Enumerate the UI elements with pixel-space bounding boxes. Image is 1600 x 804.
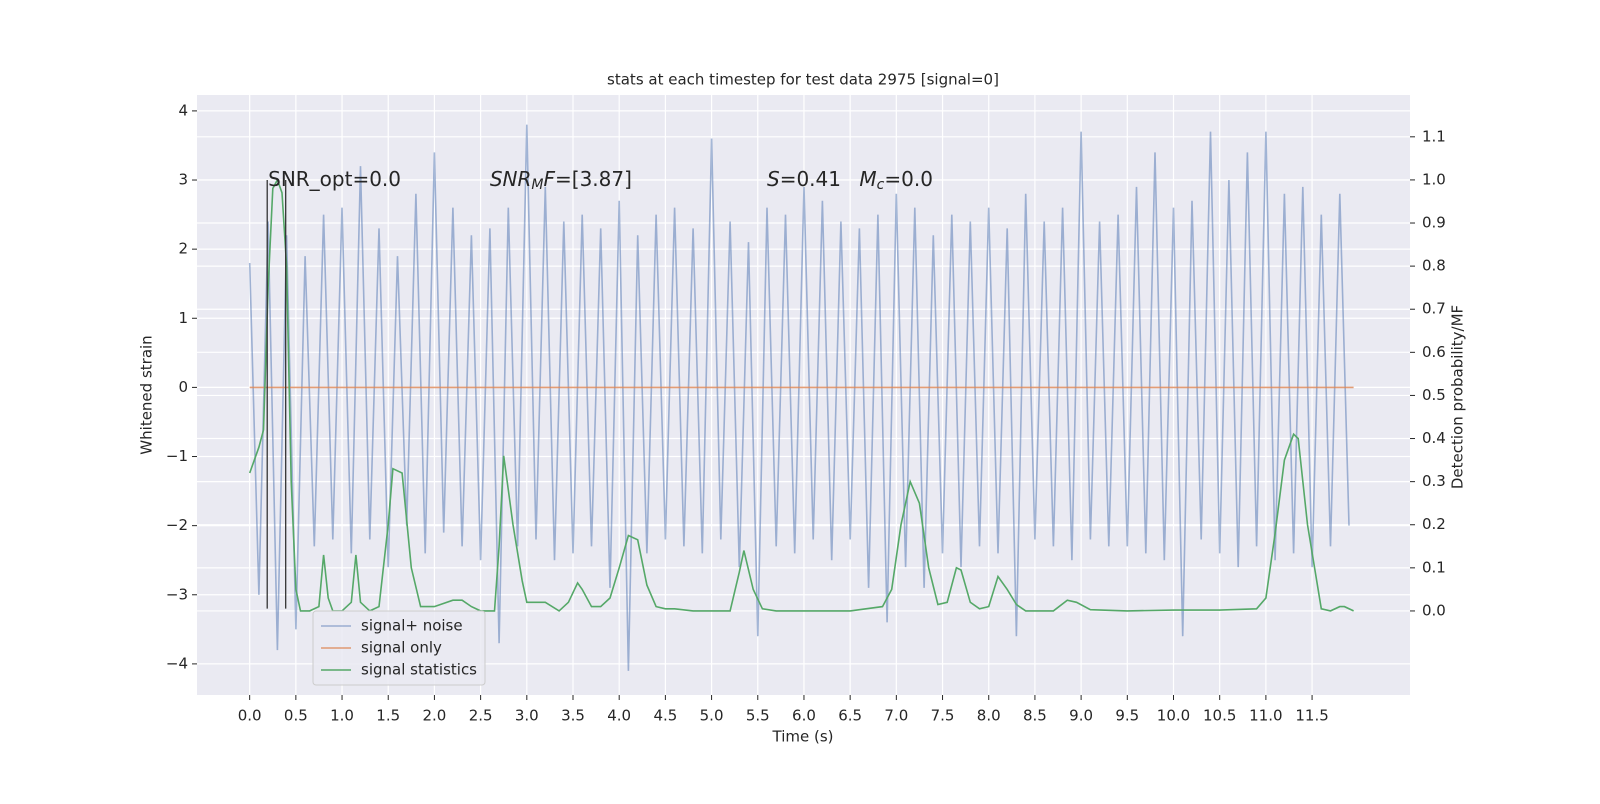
legend-label: signal+ noise	[361, 617, 463, 635]
x-tick-label: 1.0	[330, 707, 354, 725]
series-line	[248, 177, 1354, 612]
chart-title: stats at each timestep for test data 297…	[607, 71, 999, 89]
x-tick-label: 9.5	[1115, 707, 1139, 725]
y-tick-label: −4	[166, 654, 188, 672]
annotation-part: F	[544, 167, 556, 191]
x-tick-label: 3.5	[561, 707, 585, 725]
y2-axis-label: Detection probability/MF	[1449, 305, 1467, 489]
series-line	[248, 124, 1350, 671]
annotation-part: =0.0	[884, 167, 933, 191]
x-tick-label: 0.0	[238, 707, 262, 725]
y2-tick-label: 0.9	[1422, 214, 1446, 232]
legend-box	[312, 610, 486, 686]
y2-tick-label: 0.5	[1422, 386, 1446, 404]
y-tick-label: 4	[178, 101, 188, 119]
y2-tick-label: 0.2	[1422, 515, 1446, 533]
x-tick-label: 10.5	[1203, 707, 1236, 725]
annotation-part: M	[531, 177, 543, 193]
annotation: Mc=0.0	[859, 167, 933, 194]
legend-label: signal statistics	[361, 661, 477, 679]
x-tick-label: 7.5	[931, 707, 955, 725]
annotation-part: c	[877, 177, 885, 193]
annotation-part: =0.41	[780, 167, 841, 191]
y2-tick-label: 0.7	[1422, 300, 1446, 318]
annotation: SNRMF=[3.87]	[490, 167, 632, 194]
x-tick-label: 2.0	[422, 707, 446, 725]
y2-tick-label: 0.0	[1422, 601, 1446, 619]
y2-tick-label: 1.1	[1422, 127, 1446, 145]
annotation-part: SNR_opt=0.0	[268, 167, 401, 191]
annotation: S=0.41	[767, 167, 841, 191]
x-axis-label: Time (s)	[772, 728, 834, 746]
x-tick-label: 6.0	[792, 707, 816, 725]
y-tick-label: −2	[166, 516, 188, 534]
y-axis-label: Whitened strain	[138, 335, 156, 454]
x-tick-label: 4.0	[607, 707, 631, 725]
x-tick-label: 5.5	[746, 707, 770, 725]
x-tick-label: 10.0	[1157, 707, 1190, 725]
y2-tick-label: 0.4	[1422, 429, 1446, 447]
x-tick-label: 1.5	[376, 707, 400, 725]
x-tick-label: 11.0	[1249, 707, 1282, 725]
y-tick-label: 3	[178, 171, 188, 189]
y2-tick-label: 0.8	[1422, 257, 1446, 275]
y-tick-label: −1	[166, 447, 188, 465]
legend-label: signal only	[361, 639, 442, 657]
annotation-part: S	[767, 167, 780, 191]
annotation-part: M	[859, 167, 876, 191]
x-tick-label: 6.5	[838, 707, 862, 725]
x-tick-label: 8.5	[1023, 707, 1047, 725]
annotation: SNR_opt=0.0	[268, 167, 401, 191]
y-tick-label: 2	[178, 240, 188, 258]
y-tick-label: 1	[178, 309, 188, 327]
x-tick-label: 9.0	[1069, 707, 1093, 725]
x-tick-label: 2.5	[469, 707, 493, 725]
x-tick-label: 4.5	[653, 707, 677, 725]
x-tick-label: 0.5	[284, 707, 308, 725]
x-tick-label: 11.5	[1295, 707, 1328, 725]
y2-tick-label: 1.0	[1422, 170, 1446, 188]
x-tick-label: 8.0	[977, 707, 1001, 725]
y2-tick-label: 0.6	[1422, 343, 1446, 361]
y2-tick-label: 0.3	[1422, 472, 1446, 490]
x-tick-label: 5.0	[700, 707, 724, 725]
annotation-part: =[3.87]	[555, 167, 632, 191]
x-tick-label: 3.0	[515, 707, 539, 725]
y2-tick-label: 0.1	[1422, 558, 1446, 576]
x-tick-label: 7.0	[884, 707, 908, 725]
y-tick-label: 0	[178, 378, 188, 396]
annotation-part: SNR	[490, 167, 532, 191]
y-tick-label: −3	[166, 585, 188, 603]
